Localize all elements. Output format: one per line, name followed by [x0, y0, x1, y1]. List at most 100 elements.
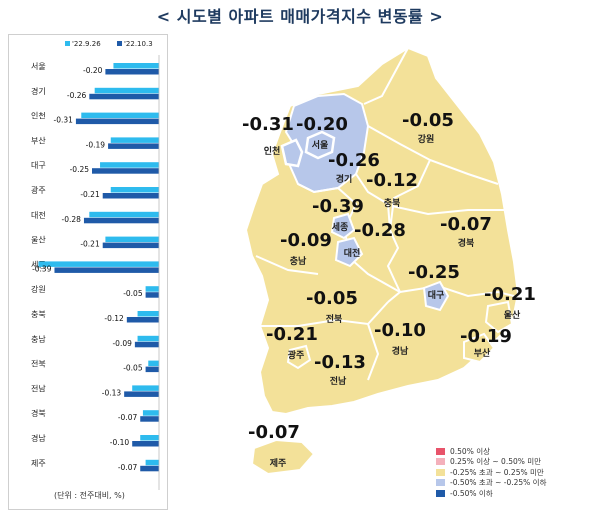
bar-category-label: 부산: [31, 135, 46, 145]
bar-category-label: 서울: [31, 62, 46, 71]
map-value-서울: -0.20: [296, 114, 348, 135]
map-value-전남: -0.13: [314, 352, 366, 373]
map-value-제주: -0.07: [248, 422, 300, 443]
map-value-충북: -0.12: [366, 170, 418, 191]
bar-prev: [94, 87, 159, 94]
legend-item: 0.25% 이상 ~ 0.50% 미만: [436, 457, 596, 468]
legend-swatch: [436, 447, 445, 455]
bar-prev: [137, 335, 159, 342]
bar-category-label: 전북: [31, 359, 46, 369]
bar-curr: [108, 143, 159, 149]
legend-item: -0.25% 초과 ~ 0.25% 미만: [436, 467, 596, 478]
map-name-경북: 경북: [458, 237, 475, 249]
bar-data-label: -0.21: [80, 240, 100, 249]
border-jeonbuk: [260, 301, 389, 381]
bar-curr: [140, 416, 159, 422]
legend-label: '22.10.3: [124, 40, 153, 48]
map-value-경기: -0.26: [328, 150, 380, 171]
map-name-서울: 서울: [312, 139, 329, 151]
bar-data-label: -0.39: [32, 264, 52, 273]
bar-category-label: 전남: [31, 383, 46, 393]
legend-swatch: [436, 489, 445, 497]
legend-swatch: [436, 479, 445, 487]
bar-data-label: -0.21: [80, 190, 100, 199]
map-name-경기: 경기: [336, 173, 353, 185]
bar-curr: [83, 217, 159, 224]
map-name-부산: 부산: [474, 347, 491, 359]
map-name-전북: 전북: [326, 313, 343, 325]
region-gwangju: [286, 344, 312, 370]
legend-swatch: [436, 458, 445, 466]
bar-category-label: 경기: [31, 86, 46, 96]
bar-category-label: 인천: [31, 111, 46, 121]
map-value-경남: -0.10: [374, 320, 426, 341]
region-daegu: [422, 280, 450, 312]
bar-data-label: -0.05: [123, 364, 143, 373]
map-name-울산: 울산: [504, 309, 521, 321]
map-value-충남: -0.09: [280, 230, 332, 251]
map-labels: -0.31 인천 -0.20 서울-0.26 경기 -0.05 강원 -0.12 충북 -0.39…: [242, 110, 536, 469]
map-name-강원: 강원: [418, 133, 435, 145]
map-name-대구: 대구: [428, 289, 445, 301]
bar-curr: [145, 366, 159, 373]
map-value-전북: -0.05: [306, 288, 358, 309]
bar-category-label: 울산: [31, 235, 46, 245]
bar-data-label: -0.07: [118, 463, 138, 472]
bar-curr: [132, 441, 159, 447]
page-title: < 시도별 아파트 매매가격지수 변동률 >: [156, 7, 444, 26]
bar-category-label: 대전: [31, 210, 46, 220]
region-ulsan: [484, 300, 514, 334]
bar-data-label: -0.10: [110, 438, 130, 447]
bar-data-label: -0.28: [62, 215, 82, 224]
legend-item: -0.50% 초과 ~ -0.25% 이하: [436, 478, 596, 489]
bar-data-label: -0.09: [112, 339, 132, 348]
bar-data-label: -0.31: [54, 116, 74, 125]
map-name-세종: 세종: [332, 221, 349, 233]
bar-prev: [132, 385, 159, 391]
bar-prev: [148, 360, 159, 367]
bar-curr: [124, 391, 159, 397]
bar-data-label: -0.13: [102, 388, 122, 397]
region-daejeon: [334, 236, 364, 268]
bar-category-label: 경남: [31, 433, 46, 443]
legend-label: -0.50% 이하: [450, 488, 493, 498]
bar-legend: '22.9.26 '22.10.3: [65, 40, 153, 48]
bar-category-label: 강원: [31, 284, 46, 294]
unit-note: (단위 : 전주대비, %): [54, 491, 125, 500]
bar-prev: [140, 435, 159, 441]
bar-data-label: -0.26: [67, 91, 87, 100]
bar-category-label: 광주: [31, 185, 46, 195]
map-value-강원: -0.05: [402, 110, 454, 131]
bar-prev: [110, 137, 159, 143]
map-name-인천: 인천: [264, 146, 281, 157]
bar-prev: [145, 286, 159, 292]
border-chungbuk: [355, 159, 431, 293]
map-value-광주: -0.21: [266, 324, 318, 345]
bar-data-label: -0.07: [118, 413, 138, 422]
bar-prev: [38, 261, 159, 267]
bar-category-label: 충남: [31, 335, 46, 344]
bar-prev: [105, 236, 159, 243]
bar-category-label: 세종: [31, 260, 46, 269]
bar-chart-panel: '22.9.26 '22.10.3 서울 -0.20 경기 -0.26 인천 -0.31 부산 -…: [8, 34, 168, 510]
legend-item: -0.50% 이하: [436, 488, 596, 499]
bar-prev: [100, 162, 159, 168]
map-name-전남: 전남: [330, 375, 347, 387]
legend-swatch: [436, 468, 445, 476]
bar-category-label: 충북: [31, 310, 46, 319]
bar-curr: [134, 341, 159, 348]
bar-curr: [145, 292, 159, 298]
region-incheon: [280, 138, 304, 168]
legend-label: '22.9.26: [72, 40, 101, 48]
legend-label: -0.25% 초과 ~ 0.25% 미만: [450, 467, 544, 477]
map-name-충북: 충북: [384, 197, 401, 209]
korea-map: -0.31 인천 -0.20 서울-0.26 경기 -0.05 강원 -0.12 충북 -0.39…: [242, 46, 536, 476]
region-seoul: [304, 130, 336, 160]
bar-curr: [126, 317, 159, 323]
legend-label: -0.50% 초과 ~ -0.25% 이하: [450, 478, 547, 488]
map-name-충남: 충남: [290, 255, 307, 267]
bar-data-label: -0.19: [86, 140, 106, 149]
map-value-세종: -0.39: [312, 196, 364, 217]
map-value-인천: -0.31: [242, 114, 294, 135]
bar-curr: [105, 69, 159, 75]
